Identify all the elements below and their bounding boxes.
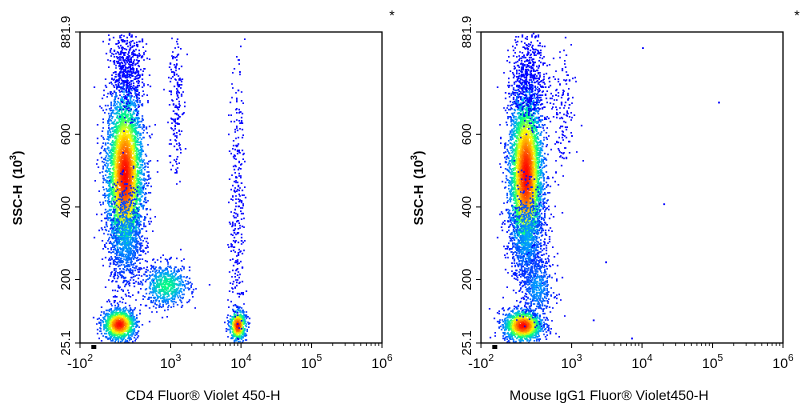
- x-tick-label: 104: [631, 353, 653, 371]
- y-tick-label: 881.9: [459, 16, 474, 49]
- x-tick-label-exp: 5: [718, 353, 724, 364]
- x-tick-label-exp: 6: [788, 353, 794, 364]
- y-tick-label: 25.1: [459, 330, 474, 355]
- x-tick-label-base: 10: [772, 355, 788, 371]
- y-axis-label-unit: (10: [10, 160, 25, 179]
- x-tick-label: 104: [230, 353, 252, 371]
- outlier-event-2: [663, 203, 665, 205]
- y-axis-label-unit: (10: [411, 160, 426, 179]
- y-axis-label-main: SSC-H: [10, 185, 25, 225]
- population-cluster-6: [224, 290, 250, 343]
- y-tick-label: 600: [459, 123, 474, 145]
- outlier-event-1: [718, 102, 720, 104]
- outlier-event-0: [642, 47, 644, 49]
- population-cluster-3: [93, 299, 151, 343]
- population-cluster-5: [167, 38, 188, 185]
- x-tick-label-exp: 5: [317, 353, 323, 364]
- dot-cloud: [93, 33, 251, 343]
- y-tick-label: 400: [459, 196, 474, 218]
- y-tick-label: 200: [58, 269, 73, 291]
- y-tick-label: 400: [58, 196, 73, 218]
- x-tick-label-base: 10: [371, 355, 387, 371]
- outlier-event-5: [631, 338, 633, 340]
- corner-mark: *: [794, 7, 800, 23]
- y-axis-label-close: ): [411, 151, 426, 155]
- x-tick-label: 103: [561, 353, 583, 371]
- x-tick-label-base: 10: [301, 355, 317, 371]
- y-axis-label: SSC-H(103): [8, 151, 25, 226]
- x-tick-label-exp: 2: [87, 353, 93, 364]
- zero-marker: [91, 345, 96, 349]
- x-tick-label: 106: [772, 353, 794, 371]
- y-tick-label: 881.9: [58, 16, 73, 49]
- population-cluster-3: [544, 37, 584, 186]
- x-tick-label-exp: 6: [387, 353, 393, 364]
- x-tick-label-base: 10: [702, 355, 718, 371]
- outlier-event-4: [593, 319, 595, 321]
- x-tick-label-base: 10: [561, 355, 577, 371]
- x-tick-label: 105: [702, 353, 724, 371]
- x-tick-label-base: 10: [631, 355, 647, 371]
- x-tick-label-base: 10: [230, 355, 246, 371]
- corner-mark: *: [389, 7, 395, 23]
- x-tick-label-exp: 4: [246, 353, 252, 364]
- y-axis-label-close: ): [10, 151, 25, 155]
- y-tick-label: 200: [459, 269, 474, 291]
- x-tick-label-exp: 2: [488, 353, 494, 364]
- population-cluster-4: [489, 296, 557, 343]
- x-tick-label-base: -10: [468, 355, 488, 371]
- population-cluster-7: [227, 38, 246, 340]
- x-tick-label-exp: 3: [176, 353, 182, 364]
- x-tick-label-exp: 3: [577, 353, 583, 364]
- x-tick-label: 106: [371, 353, 393, 371]
- zero-marker: [492, 345, 497, 349]
- dot-cloud: [489, 33, 720, 343]
- x-axis-label: CD4 Fluor® Violet 450-H: [126, 387, 281, 403]
- x-tick-label: 105: [301, 353, 323, 371]
- y-tick-label: 25.1: [58, 330, 73, 355]
- x-tick-label-base: 10: [160, 355, 176, 371]
- outlier-event-3: [605, 261, 607, 263]
- y-tick-label: 600: [58, 123, 73, 145]
- x-tick-label-base: -10: [67, 355, 87, 371]
- y-axis-label: SSC-H(103): [409, 151, 426, 226]
- y-axis-label-main: SSC-H: [411, 185, 426, 225]
- x-tick-label-exp: 4: [647, 353, 653, 364]
- x-axis-label: Mouse IgG1 Fluor® Violet450-H: [509, 387, 708, 403]
- x-tick-label: 103: [160, 353, 182, 371]
